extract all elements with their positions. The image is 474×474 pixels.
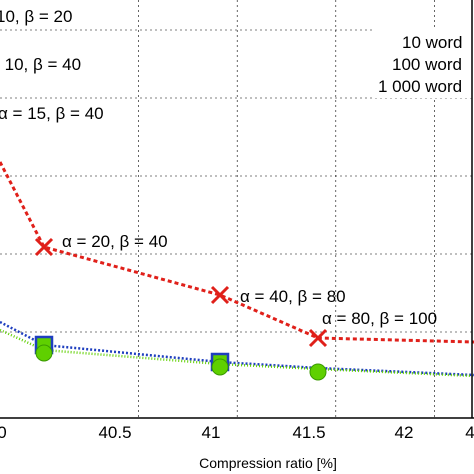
chart-legend: 10 word 100 word 1 000 word [378,33,462,96]
annotation-label: 10, β = 20 [0,7,72,26]
data-point-x-marker [34,237,54,257]
annotation-label: α = 15, β = 40 [0,104,104,123]
x-tick-label: 0 [0,423,7,442]
chart-grid [0,0,472,418]
series-red [0,161,474,344]
data-point-x-marker [210,285,230,305]
data-point-circle-marker [211,358,229,376]
legend-entry: 1 000 word [378,77,462,96]
annotation-label: α = 80, β = 100 [322,309,437,328]
x-axis-label: Compression ratio [%] [199,455,337,471]
series-green [0,328,474,378]
data-point-circle-marker [309,363,327,381]
series-line [0,161,474,344]
x-tick-label: 41.5 [292,423,325,442]
x-tick-label: 40.5 [98,423,131,442]
x-tick-label: 41 [202,423,221,442]
x-tick-labels: 0 40.5 41 41.5 42 4 [0,423,474,442]
chart-legend-box [372,28,474,98]
chart-annotations: 10, β = 20 = 10, β = 40 α = 15, β = 40 α = … [0,7,437,328]
annotation-label: = 10, β = 40 [0,55,81,74]
data-point-circle-marker [35,344,53,362]
x-tick-label: 42 [395,423,414,442]
series-line [0,328,474,378]
annotation-label: α = 20, β = 40 [62,232,168,251]
legend-entry: 10 word [402,33,462,52]
data-point-x-marker [308,328,328,348]
annotation-label: α = 40, β = 80 [240,287,346,306]
chart-series [0,161,474,381]
x-tick-label: 4 [465,423,474,442]
legend-entry: 100 word [392,55,462,74]
